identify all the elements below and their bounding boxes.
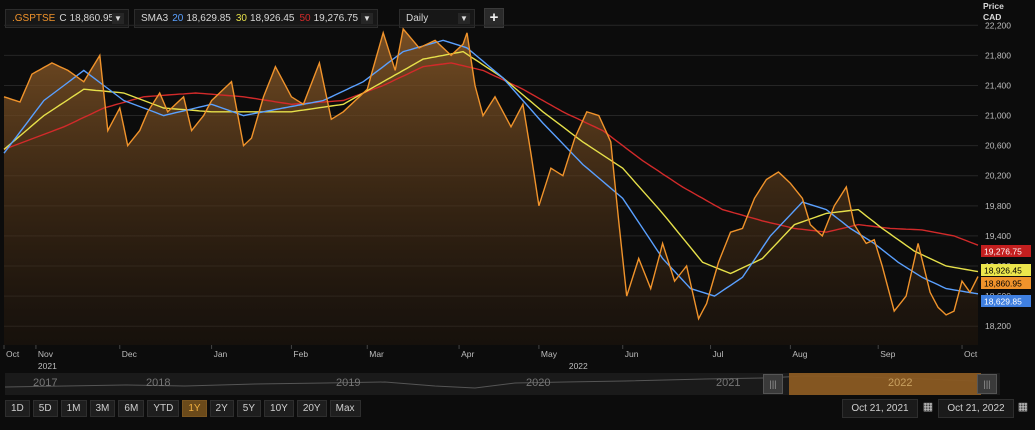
indicator-name: SMA3 (141, 13, 169, 24)
y-tick-label: 18,200 (985, 321, 1011, 331)
range-button-max[interactable]: Max (329, 400, 361, 417)
y-tick-label: 22,200 (985, 20, 1011, 30)
x-tick-label: Nov (38, 349, 54, 359)
add-indicator-button[interactable]: + (484, 8, 504, 28)
range-button-20y[interactable]: 20Y (296, 400, 327, 417)
x-tick-label: May (541, 349, 558, 359)
sma-period-30: 30 (235, 13, 247, 24)
x-tick-label: Oct (964, 349, 978, 359)
sma-value-50: 19,276.75 (313, 13, 359, 24)
chevron-down-icon[interactable]: ▼ (361, 13, 373, 24)
chevron-down-icon[interactable]: ▼ (112, 13, 124, 24)
axis-price-label: Price (983, 1, 1004, 11)
range-button-2y[interactable]: 2Y (209, 400, 234, 417)
nav-year-2021: 2021 (716, 377, 741, 389)
navigator-left-handle[interactable]: ||| (763, 374, 783, 394)
price-chart[interactable]: PriceCAD18,20018,60019,00019,40019,80020… (0, 0, 1035, 372)
price-line (3, 27, 979, 321)
nav-year-2017: 2017 (33, 377, 58, 389)
x-tick-label: Feb (293, 349, 308, 359)
last-value-text: 18,926.45 (984, 266, 1022, 276)
sma-value-20: 18,629.85 (186, 13, 231, 24)
last-value-badge: 19,276.75 (981, 245, 1031, 257)
range-button-1d[interactable]: 1D (5, 400, 30, 417)
x-tick-label: Mar (369, 349, 384, 359)
nav-year-2019: 2019 (336, 377, 361, 389)
last-value-text: 18,860.95 (984, 279, 1022, 289)
range-button-3m[interactable]: 3M (89, 400, 116, 417)
y-tick-label: 20,200 (985, 171, 1011, 181)
y-tick-label: 21,000 (985, 111, 1011, 121)
x-tick-label: Dec (122, 349, 138, 359)
nav-year-2022: 2022 (888, 377, 913, 389)
sma-period-50: 50 (299, 13, 311, 24)
date-from-input[interactable]: Oct 21, 2021 (842, 399, 918, 418)
sma-period-20: 20 (172, 13, 184, 24)
range-navigator[interactable]: 2017 2018 2019 2020 2021 2022 ||| ||| (5, 373, 1000, 395)
x-year-label: 2021 (38, 361, 57, 371)
indicator-selector[interactable]: SMA3 20 18,629.85 30 18,926.45 50 19,276… (134, 9, 378, 28)
y-tick-label: 21,400 (985, 80, 1011, 90)
nav-year-2020: 2020 (526, 377, 551, 389)
range-button-5y[interactable]: 5Y (236, 400, 262, 417)
y-tick-label: 19,400 (985, 231, 1011, 241)
last-value-text: 19,276.75 (984, 247, 1022, 257)
y-tick-label: 21,800 (985, 50, 1011, 60)
x-tick-label: Sep (880, 349, 895, 359)
close-value: 18,860.95 (69, 13, 115, 24)
calendar-icon[interactable]: ▦ (922, 401, 934, 413)
nav-year-2018: 2018 (146, 377, 171, 389)
range-buttons: 1D 5D 1M 3M 6M YTD 1Y 2Y 5Y 10Y 20Y Max (5, 400, 361, 417)
x-tick-label: Aug (792, 349, 807, 359)
range-button-1m[interactable]: 1M (60, 400, 87, 417)
range-button-6m[interactable]: 6M (118, 400, 145, 417)
last-value-badge: 18,926.45 (981, 264, 1031, 276)
x-tick-label: Apr (461, 349, 474, 359)
axis-currency-label: CAD (983, 12, 1001, 22)
range-button-ytd[interactable]: YTD (147, 400, 180, 417)
y-tick-label: 20,600 (985, 141, 1011, 151)
x-tick-label: Jul (713, 349, 724, 359)
interval-value: Daily (406, 13, 429, 24)
sma-line-sma-20 (3, 39, 979, 297)
close-prefix: C (59, 13, 67, 24)
navigator-right-handle[interactable]: ||| (977, 374, 997, 394)
navigator-selection[interactable] (789, 373, 981, 395)
x-tick-label: Oct (6, 349, 20, 359)
date-to-input[interactable]: Oct 21, 2022 (938, 399, 1014, 418)
symbol-selector[interactable]: .GSPTSE C 18,860.95 ▼ (5, 9, 129, 28)
range-button-1y[interactable]: 1Y (182, 400, 207, 417)
x-year-label: 2022 (569, 361, 588, 371)
range-button-10y[interactable]: 10Y (264, 400, 294, 417)
chevron-down-icon[interactable]: ▼ (458, 13, 470, 24)
calendar-icon[interactable]: ▦ (1017, 401, 1029, 413)
range-button-5d[interactable]: 5D (32, 400, 58, 417)
last-value-badge: 18,629.85 (981, 295, 1031, 307)
price-area (4, 29, 978, 345)
sma-value-30: 18,926.45 (249, 13, 295, 24)
x-tick-label: Jan (214, 349, 228, 359)
symbol-name: .GSPTSE (12, 13, 56, 24)
interval-select[interactable]: Daily ▼ (399, 9, 475, 28)
last-value-text: 18,629.85 (984, 297, 1022, 307)
last-value-badge: 18,860.95 (981, 277, 1031, 289)
chart-toolbar: .GSPTSE C 18,860.95 ▼ SMA3 20 18,629.85 … (0, 0, 980, 36)
y-tick-label: 19,800 (985, 201, 1011, 211)
x-tick-label: Jun (625, 349, 639, 359)
sma-line-sma-50 (3, 62, 979, 246)
